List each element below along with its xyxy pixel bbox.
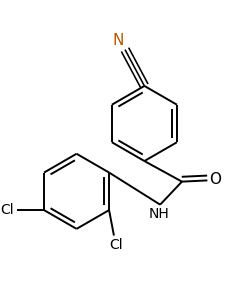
Text: Cl: Cl (0, 203, 14, 217)
Text: O: O (209, 173, 221, 188)
Text: Cl: Cl (109, 238, 123, 252)
Text: NH: NH (149, 207, 169, 221)
Text: N: N (113, 33, 124, 48)
